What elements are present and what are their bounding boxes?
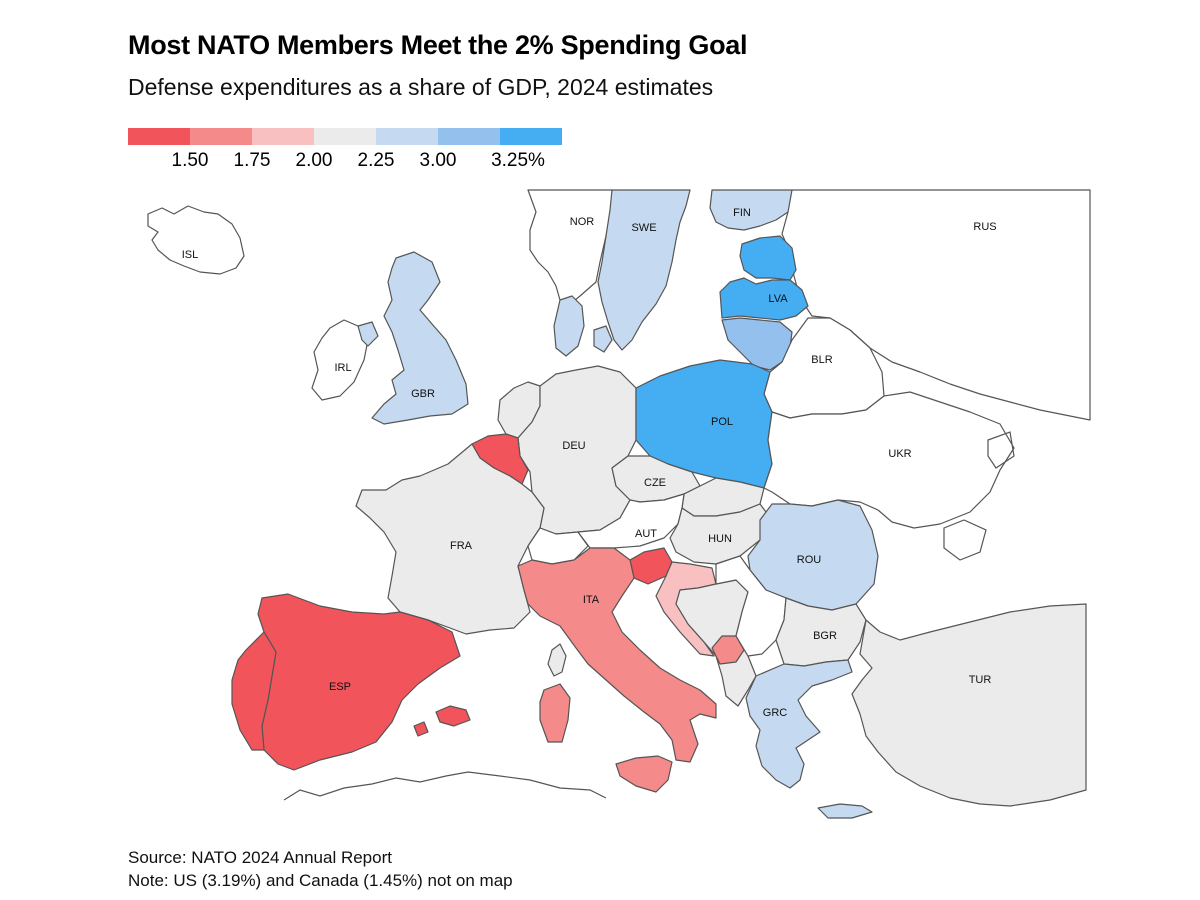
country-ita[interactable] [517, 547, 717, 763]
legend-label-3: 2.00 [295, 150, 333, 171]
country-fin[interactable] [709, 189, 795, 231]
label-blr: BLR [811, 354, 832, 366]
country-gbr-ni[interactable] [357, 321, 379, 347]
country-grc[interactable] [745, 659, 853, 789]
country-ukr[interactable] [763, 391, 1015, 529]
crimea-outline [943, 519, 987, 561]
label-rou: ROU [797, 554, 822, 566]
legend-label-6: 3.25% [491, 150, 545, 171]
label-aut: AUT [635, 528, 657, 540]
label-deu: DEU [562, 440, 585, 452]
label-ukr: UKR [888, 448, 911, 460]
label-tur: TUR [969, 674, 992, 686]
label-isl: ISL [182, 249, 199, 261]
legend-swatch-6 [438, 128, 500, 145]
country-isl[interactable] [147, 205, 245, 275]
label-hun: HUN [708, 533, 732, 545]
country-fra-corsica[interactable] [547, 643, 567, 677]
country-prt[interactable] [231, 631, 277, 751]
country-hun[interactable] [669, 503, 773, 565]
country-fra[interactable] [355, 443, 545, 635]
africa-coastline [283, 771, 607, 801]
legend-label-1: 1.50 [171, 150, 209, 171]
legend-label-4: 2.25 [357, 150, 395, 171]
chart-title: Most NATO Members Meet the 2% Spending G… [128, 30, 748, 60]
label-grc: GRC [763, 707, 788, 719]
label-swe: SWE [631, 222, 656, 234]
label-nor: NOR [570, 216, 595, 228]
country-esp-balearic[interactable] [413, 705, 471, 737]
country-dnk[interactable] [553, 295, 613, 357]
country-lva[interactable] [719, 277, 809, 321]
chart-subtitle: Defense expenditures as a share of GDP, … [128, 74, 714, 100]
country-ita-sardinia[interactable] [539, 683, 571, 743]
label-fin: FIN [733, 207, 751, 219]
label-fra: FRA [450, 540, 473, 552]
legend-swatch-1 [128, 128, 190, 145]
country-ita-sicily[interactable] [615, 755, 673, 793]
source-note: Source: NATO 2024 Annual Report [128, 848, 392, 867]
label-ita: ITA [583, 594, 600, 606]
label-irl: IRL [334, 362, 351, 374]
legend-swatch-3 [252, 128, 314, 145]
country-rou[interactable] [747, 499, 879, 611]
label-cze: CZE [644, 477, 666, 489]
country-mne[interactable] [711, 635, 745, 665]
legend-label-2: 1.75 [233, 150, 271, 171]
legend-swatch-7 [500, 128, 562, 145]
label-esp: ESP [329, 681, 351, 693]
label-pol: POL [711, 416, 733, 428]
crimea-outline-2 [987, 431, 1015, 469]
label-lva: LVA [768, 293, 788, 305]
legend-swatch-4 [314, 128, 376, 145]
color-legend: 1.50 1.75 2.00 2.25 3.00 3.25% [128, 128, 568, 178]
label-rus: RUS [973, 221, 996, 233]
country-swe[interactable] [597, 189, 691, 351]
legend-label-5: 3.00 [419, 150, 457, 171]
country-grc-crete[interactable] [817, 803, 873, 819]
country-srb[interactable] [715, 555, 787, 657]
country-esp[interactable] [257, 593, 461, 771]
legend-swatch-5 [376, 128, 438, 145]
legend-swatch-2 [190, 128, 252, 145]
label-gbr: GBR [411, 388, 435, 400]
label-bgr: BGR [813, 630, 837, 642]
country-tur[interactable] [851, 603, 1087, 807]
country-gbr[interactable] [371, 251, 469, 425]
footnote: Note: US (3.19%) and Canada (1.45%) not … [128, 871, 513, 890]
country-aut[interactable] [577, 493, 685, 549]
